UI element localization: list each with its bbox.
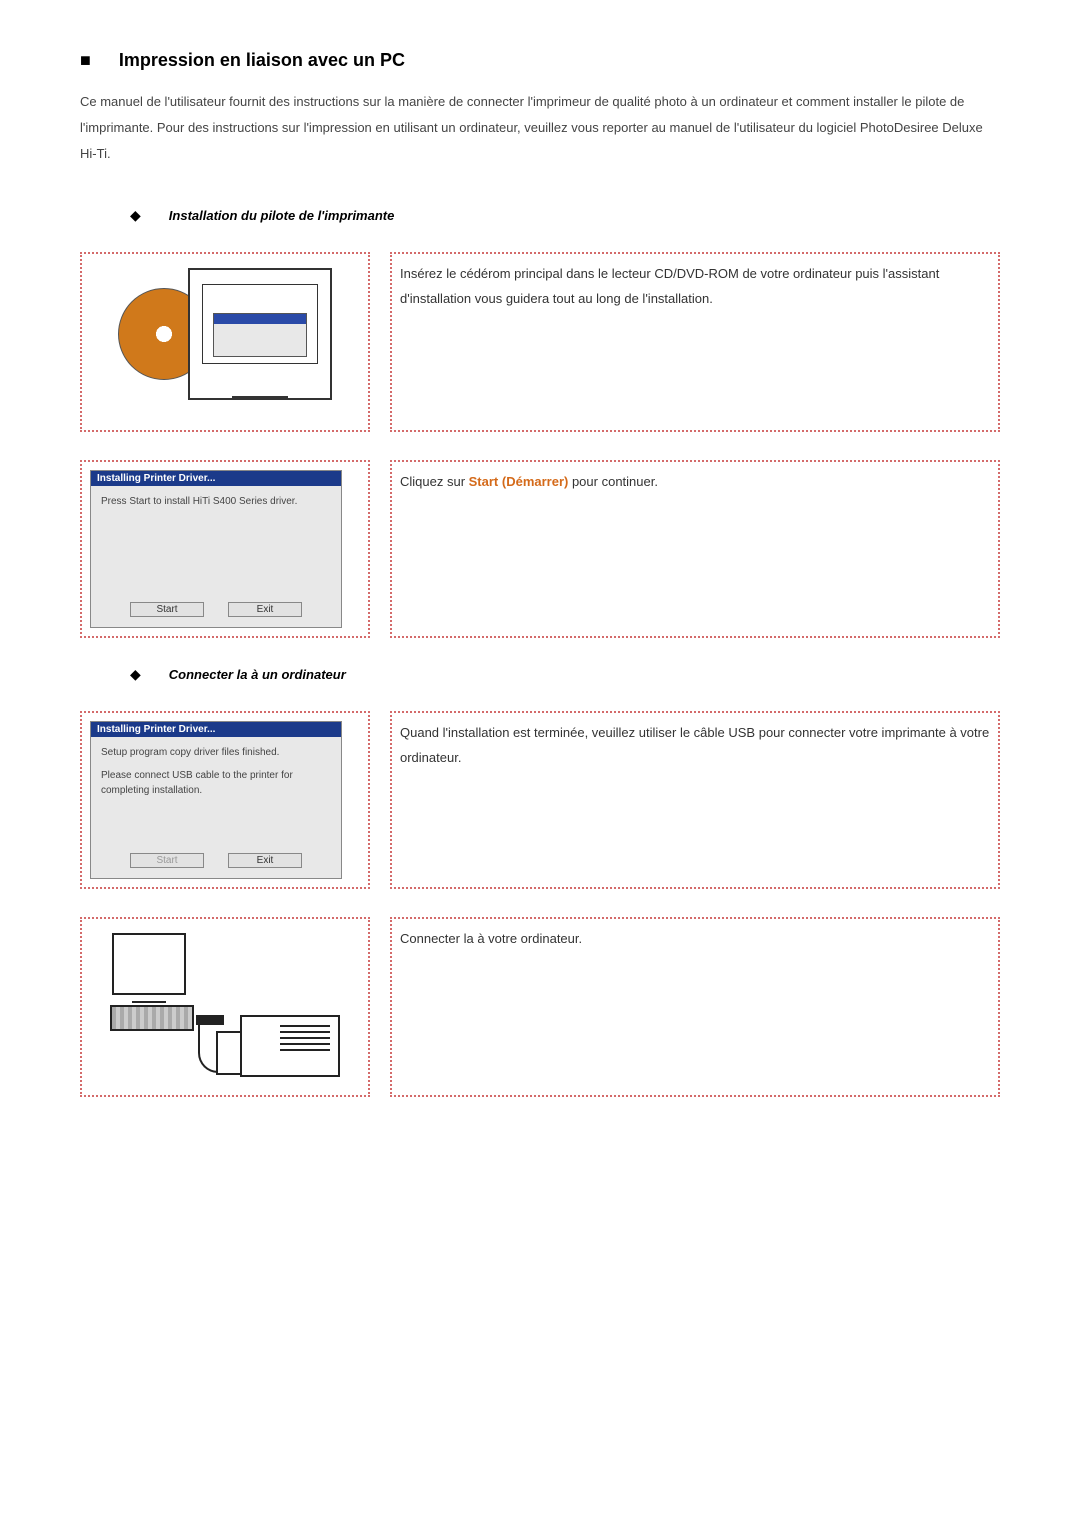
connect-step1-text-box: Quand l'installation est terminée, veuil… — [390, 711, 1000, 889]
section-title: Installation du pilote de l'imprimante — [169, 208, 395, 223]
dialog-exit-button[interactable]: Exit — [228, 602, 302, 617]
installer-dialog: Installing Printer Driver... Press Start… — [90, 470, 342, 628]
dialog-body-line2: Please connect USB cable to the printer … — [101, 768, 331, 798]
section-title: Connecter la à un ordinateur — [169, 667, 346, 682]
install-step1-text-box: Insérez le cédérom principal dans le lec… — [390, 252, 1000, 432]
text-before: Cliquez sur — [400, 474, 469, 489]
monitor-icon — [112, 933, 186, 995]
dialog-start-button[interactable]: Start — [130, 602, 204, 617]
monitor-icon — [188, 268, 332, 400]
connect-step1-image-box: Installing Printer Driver... Setup progr… — [80, 711, 370, 889]
connect-step2-text-box: Connecter la à votre ordinateur. — [390, 917, 1000, 1097]
install-step1-image-box — [80, 252, 370, 432]
dialog-body-line1: Setup program copy driver files finished… — [101, 745, 331, 760]
dialog-title: Installing Printer Driver... — [91, 722, 341, 737]
install-step2-text-box: Cliquez sur Start (Démarrer) pour contin… — [390, 460, 1000, 638]
usb-connection-illustration — [100, 927, 350, 1087]
installer-dialog-finished: Installing Printer Driver... Setup progr… — [90, 721, 342, 879]
computer-tower-icon — [110, 1005, 194, 1031]
dialog-body: Setup program copy driver files finished… — [91, 737, 341, 847]
install-step-1: Insérez le cédérom principal dans le lec… — [80, 252, 1000, 432]
heading-text: Impression en liaison avec un PC — [119, 50, 405, 71]
page-heading: ■ Impression en liaison avec un PC — [80, 50, 1000, 71]
dialog-title: Installing Printer Driver... — [91, 471, 341, 486]
connect-step1-text: Quand l'installation est terminée, veuil… — [400, 721, 990, 770]
install-step2-image-box: Installing Printer Driver... Press Start… — [80, 460, 370, 638]
section-bullet: ◆ — [130, 207, 141, 224]
text-highlight: Start (Démarrer) — [469, 474, 569, 489]
dialog-exit-button[interactable]: Exit — [228, 853, 302, 868]
section-bullet: ◆ — [130, 666, 141, 683]
section-install-heading: ◆ Installation du pilote de l'imprimante — [130, 207, 1000, 224]
cd-monitor-illustration — [110, 262, 340, 422]
dialog-start-button-disabled: Start — [130, 853, 204, 868]
printer-icon — [240, 1015, 340, 1077]
dialog-body: Press Start to install HiTi S400 Series … — [91, 486, 341, 596]
install-step1-text: Insérez le cédérom principal dans le lec… — [400, 262, 990, 311]
connect-step-2: Connecter la à votre ordinateur. — [80, 917, 1000, 1097]
connect-step2-image-box — [80, 917, 370, 1097]
heading-bullet: ■ — [80, 50, 91, 71]
cartridge-icon — [216, 1031, 242, 1075]
text-after: pour continuer. — [568, 474, 658, 489]
intro-paragraph: Ce manuel de l'utilisateur fournit des i… — [80, 89, 1000, 167]
section-connect-heading: ◆ Connecter la à un ordinateur — [130, 666, 1000, 683]
install-step2-text: Cliquez sur Start (Démarrer) pour contin… — [400, 470, 990, 495]
connect-step2-text: Connecter la à votre ordinateur. — [400, 927, 990, 952]
install-step-2: Installing Printer Driver... Press Start… — [80, 460, 1000, 638]
connect-step-1: Installing Printer Driver... Setup progr… — [80, 711, 1000, 889]
